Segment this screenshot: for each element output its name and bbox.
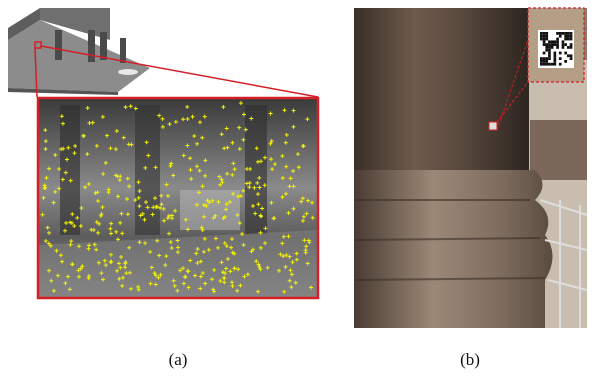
panel-label: (a) xyxy=(169,350,188,369)
qr-module xyxy=(570,54,573,57)
qr-module xyxy=(559,35,562,38)
qr-module xyxy=(543,57,546,60)
qr-module xyxy=(545,32,548,35)
qr-module xyxy=(559,32,562,35)
qr-module xyxy=(562,46,565,49)
qr-module xyxy=(562,40,565,43)
qr-module xyxy=(559,63,562,66)
qr-module xyxy=(567,46,570,49)
qr-module xyxy=(545,38,548,41)
qr-module xyxy=(548,43,551,46)
qr-module xyxy=(545,63,548,66)
qr-module xyxy=(567,32,570,35)
qr-module xyxy=(545,43,548,46)
qr-module xyxy=(554,52,557,55)
qr-module xyxy=(570,43,573,46)
qr-module xyxy=(543,60,546,63)
qr-module xyxy=(554,60,557,63)
qr-module xyxy=(540,35,543,38)
qr-module xyxy=(570,46,573,49)
qr-module xyxy=(570,35,573,38)
qr-module xyxy=(567,38,570,41)
qr-module xyxy=(548,46,551,49)
qr-module xyxy=(545,57,548,60)
qr-module xyxy=(554,63,557,66)
qr-module xyxy=(562,43,565,46)
qr-module xyxy=(567,35,570,38)
qr-module xyxy=(570,38,573,41)
qr-module xyxy=(554,40,557,43)
qr-module xyxy=(556,38,559,41)
qr-module xyxy=(548,49,551,52)
qr-module xyxy=(559,57,562,60)
qr-module xyxy=(556,46,559,49)
qr-module xyxy=(562,32,565,35)
qr-module xyxy=(543,32,546,35)
qr-module xyxy=(548,40,551,43)
qr-module xyxy=(564,35,567,38)
qr-module xyxy=(564,60,567,63)
qr-module xyxy=(548,52,551,55)
qr-module xyxy=(556,43,559,46)
map-3d xyxy=(8,8,150,95)
qr-module xyxy=(545,35,548,38)
qr-module xyxy=(551,46,554,49)
qr-module xyxy=(554,54,557,57)
qr-module xyxy=(564,32,567,35)
qr-module xyxy=(556,40,559,43)
qr-module xyxy=(543,43,546,46)
qr-module xyxy=(564,43,567,46)
qr-module xyxy=(543,63,546,66)
qr-module xyxy=(554,57,557,60)
qr-module xyxy=(543,40,546,43)
qr-module xyxy=(551,43,554,46)
qr-module xyxy=(540,38,543,41)
qr-module xyxy=(548,54,551,57)
qr-module xyxy=(564,38,567,41)
qr-module xyxy=(540,32,543,35)
qr-module xyxy=(540,57,543,60)
qr-module xyxy=(548,63,551,66)
qr-module xyxy=(545,60,548,63)
figure: (a) (b) xyxy=(0,0,592,378)
scene-photo xyxy=(38,98,318,298)
qr-module xyxy=(567,54,570,57)
qr-module xyxy=(548,57,551,60)
figure-canvas: (a) (b) xyxy=(0,0,592,378)
qr-module xyxy=(551,63,554,66)
qr-module xyxy=(540,60,543,63)
qr-module xyxy=(559,52,562,55)
qr-module xyxy=(564,52,567,55)
qr-module xyxy=(556,32,559,35)
qr-module xyxy=(543,52,546,55)
qr-module xyxy=(554,43,557,46)
qr-module xyxy=(570,32,573,35)
qr-module xyxy=(570,57,573,60)
qr-inset xyxy=(528,8,584,82)
qr-module xyxy=(543,35,546,38)
qr-module xyxy=(545,46,548,49)
qr-module xyxy=(551,40,554,43)
qr-module xyxy=(545,49,548,52)
qr-module xyxy=(540,63,543,66)
panel-label: (b) xyxy=(460,350,480,369)
qr-module xyxy=(543,38,546,41)
